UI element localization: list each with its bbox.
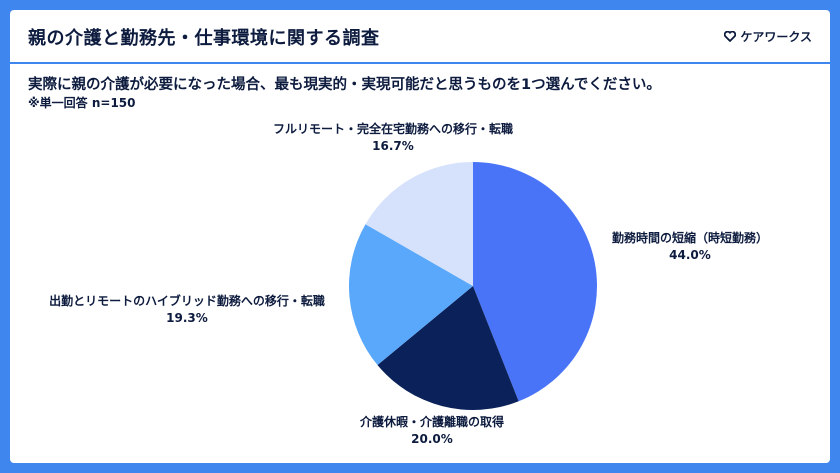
brand-name: ケアワークス: [740, 30, 812, 44]
page-title: 親の介護と勤務先・仕事環境に関する調査: [28, 28, 380, 49]
sample-note: ※単一回答 n=150: [28, 96, 136, 110]
slice-value-label: 20.0%: [411, 432, 453, 446]
pie-slice: [377, 286, 519, 410]
slice-value-label: 19.3%: [166, 311, 208, 325]
pie-slice: [349, 224, 473, 366]
slice-label: 介護休暇・介護離職の取得: [359, 414, 504, 429]
heart-icon: [724, 31, 737, 42]
pie-slice: [473, 162, 597, 402]
slice-label: 出勤とリモートのハイブリッド勤務への移行・転職: [49, 293, 325, 308]
header-divider: [10, 62, 830, 64]
question-text: 実際に親の介護が必要になった場合、最も現実的・実現可能だと思うものを1つ選んでく…: [28, 77, 661, 93]
brand-logo: ケアワークス: [724, 28, 812, 45]
slice-value-label: 16.7%: [372, 139, 414, 153]
header: 親の介護と勤務先・仕事環境に関する調査 ケアワークス: [10, 10, 830, 62]
slice-label: フルリモート・完全在宅勤務への移行・転職: [273, 121, 513, 136]
slice-value-label: 44.0%: [669, 248, 711, 262]
slice-label: 勤務時間の短縮（時短勤務）: [612, 230, 768, 245]
pie-slice: [365, 162, 473, 286]
